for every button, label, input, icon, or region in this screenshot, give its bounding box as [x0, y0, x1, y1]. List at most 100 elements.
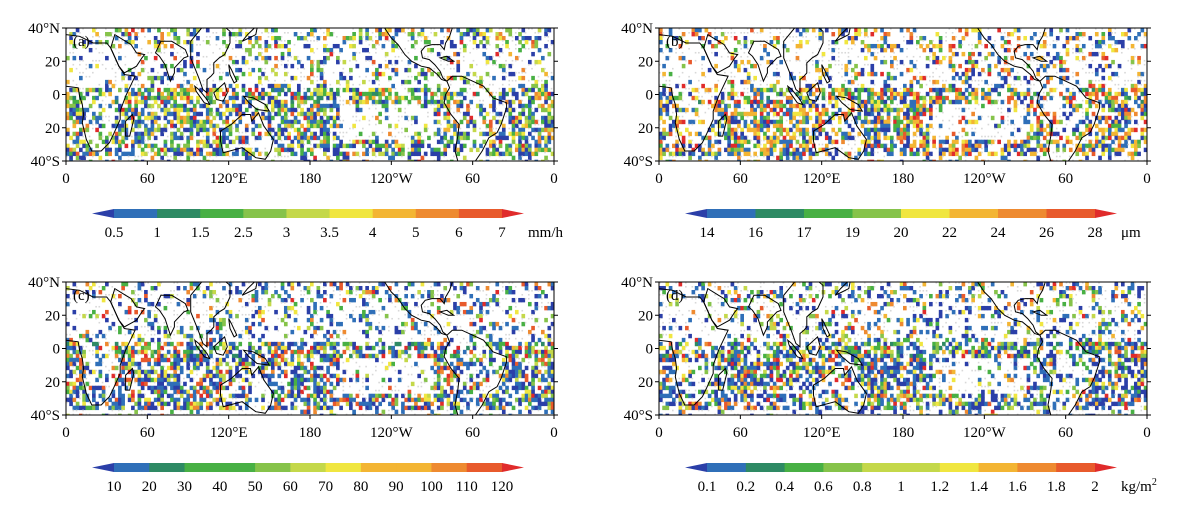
y-tick-label: 40°S: [31, 408, 60, 424]
coastline-path: [193, 338, 211, 360]
coastline-path: [228, 318, 238, 338]
colorbar-tick-label: 16: [748, 225, 764, 241]
y-tick-label: 40°N: [28, 21, 60, 37]
y-tick-label: 20: [45, 54, 60, 70]
y-tick-label: 40°S: [624, 154, 653, 170]
colorbar-tick-label: 110: [456, 479, 478, 495]
colorbar-tick-label: 0.5: [105, 225, 124, 241]
y-tick-label: 0: [53, 88, 61, 104]
colorbar-tick-label: 1.6: [1008, 479, 1027, 495]
coastline-path: [241, 28, 258, 42]
panel-label: (b): [666, 34, 684, 50]
coastline-path: [66, 34, 136, 152]
x-tick-label: 0: [655, 171, 663, 187]
data-field: [66, 28, 554, 161]
coastline-path: [821, 318, 831, 338]
x-tick-label: 60: [1058, 171, 1073, 187]
x-tick-label: 120°E: [210, 425, 248, 441]
colorbar-tick-label: 70: [318, 479, 333, 495]
map-panel-a: 40°N 20 0 20 40°S 0 60 120°E 180 120°W 60 0 (a) 0.5 1 1…: [0, 0, 592, 254]
coastline-path: [747, 294, 782, 337]
x-tick-label: 180: [892, 425, 915, 441]
coastline-path: [383, 28, 453, 82]
coastline-path: [747, 40, 782, 83]
coastline-path: [806, 335, 821, 356]
coastline-path: [443, 329, 508, 415]
colorbar-tick-label: 1: [897, 479, 905, 495]
x-tick-label: 0: [550, 171, 558, 187]
colorbar-tick-label: 30: [177, 479, 192, 495]
x-tick-label: 120°W: [963, 425, 1006, 441]
x-tick-label: 60: [140, 425, 155, 441]
colorbar-tick-label: 0.4: [775, 479, 794, 495]
colorbar-tick-label: 14: [700, 225, 716, 241]
colorbar-tick-label: 19: [845, 225, 860, 241]
coastline-path: [783, 282, 824, 348]
colorbar-tick-label: 0.1: [698, 479, 717, 495]
coastline-path: [443, 75, 508, 161]
y-tick-label: 20: [638, 308, 653, 324]
coastline-path: [835, 95, 864, 112]
map-panel-d: 40°N 20 0 20 40°S 0 60 120°E 180 120°W 60 0 (d) 0.1 0.…: [593, 254, 1185, 508]
coastlines: [66, 282, 508, 415]
colorbar-tick-label: 6: [455, 225, 463, 241]
colorbar-tick-label: 100: [420, 479, 443, 495]
colorbar-tick-label: 80: [353, 479, 368, 495]
coastline-path: [1031, 309, 1049, 316]
colorbar-tick-label: 0.6: [814, 479, 833, 495]
colorbar: [92, 209, 524, 218]
y-tick-label: 20: [638, 375, 653, 391]
coastline-path: [718, 367, 728, 391]
coastline-path: [228, 64, 238, 84]
coastline-path: [1036, 329, 1101, 415]
colorbar-tick-label: 22: [942, 225, 957, 241]
coastline-path: [438, 309, 456, 316]
x-tick-label: 60: [465, 425, 480, 441]
x-tick-label: 180: [299, 171, 322, 187]
x-tick-label: 60: [733, 171, 748, 187]
colorbar-tick-label: 7: [498, 225, 506, 241]
y-tick-label: 20: [638, 121, 653, 137]
x-tick-label: 0: [62, 425, 70, 441]
x-tick-label: 120°E: [803, 171, 841, 187]
x-tick-label: 0: [1143, 425, 1151, 441]
coastline-path: [659, 288, 729, 406]
y-tick-label: 20: [45, 308, 60, 324]
y-tick-label: 40°S: [31, 154, 60, 170]
data-field: [659, 28, 1147, 161]
coastline-path: [220, 365, 274, 414]
colorbar-tick-label: 28: [1088, 225, 1103, 241]
colorbar-unit: mm/h: [528, 225, 564, 241]
y-tick-label: 40°N: [621, 275, 653, 291]
coastline-path: [154, 40, 189, 83]
coastline-path: [242, 349, 271, 366]
coastline-path: [241, 282, 258, 296]
x-tick-label: 60: [1058, 425, 1073, 441]
colorbar-tick-label: 4: [369, 225, 377, 241]
colorbar-tick-label: 2.5: [234, 225, 253, 241]
coastline-path: [66, 288, 136, 406]
colorbar-unit: μm: [1121, 225, 1141, 241]
colorbar-tick-label: 10: [107, 479, 122, 495]
coastline-path: [976, 28, 1046, 82]
data-field: [659, 282, 1147, 415]
y-tick-label: 20: [638, 54, 653, 70]
colorbar-tick-label: 1.2: [930, 479, 949, 495]
y-tick-label: 40°N: [621, 21, 653, 37]
colorbar-tick-label: 20: [142, 479, 157, 495]
x-tick-label: 120°W: [370, 171, 413, 187]
data-field: [66, 282, 554, 415]
y-tick-label: 20: [45, 375, 60, 391]
colorbar-tick-label: 1.8: [1047, 479, 1066, 495]
x-tick-label: 60: [140, 171, 155, 187]
y-tick-label: 0: [646, 342, 654, 358]
coastline-path: [110, 287, 146, 328]
coastline-path: [718, 113, 728, 137]
coastline-path: [834, 28, 851, 42]
coastline-path: [821, 64, 831, 84]
colorbar-tick-label: 24: [991, 225, 1007, 241]
panel-label: (a): [73, 34, 90, 50]
